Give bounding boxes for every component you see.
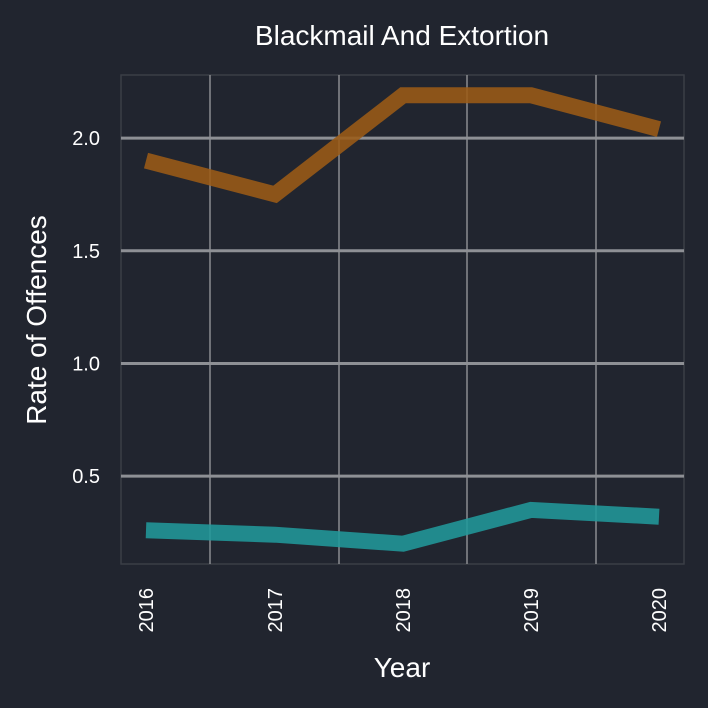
x-tick-label: 2020	[649, 588, 671, 633]
series-layer	[143, 87, 662, 552]
plot-area-frame	[120, 74, 685, 565]
y-tick-label: 2.0	[72, 128, 100, 150]
series-line-1	[143, 87, 662, 204]
series-line-2	[145, 501, 660, 552]
x-axis-label: Year	[374, 652, 431, 683]
vertical-gridlines	[209, 75, 597, 564]
y-tick-label: 1.0	[72, 353, 100, 375]
y-tick-labels: 0.5 1.0 1.5 2.0	[72, 128, 100, 488]
x-tick-label: 2019	[521, 588, 543, 633]
x-tick-label: 2018	[393, 588, 415, 633]
horizontal-gridlines	[121, 136, 684, 478]
x-tick-labels: 2016 2017 2018 2019 2020	[136, 588, 671, 633]
x-tick-label: 2017	[265, 588, 287, 633]
y-tick-label: 0.5	[72, 466, 100, 488]
y-axis-label: Rate of Offences	[21, 215, 52, 425]
y-tick-label: 1.5	[72, 241, 100, 263]
chart-title: Blackmail And Extortion	[255, 20, 549, 51]
x-tick-label: 2016	[136, 588, 158, 633]
